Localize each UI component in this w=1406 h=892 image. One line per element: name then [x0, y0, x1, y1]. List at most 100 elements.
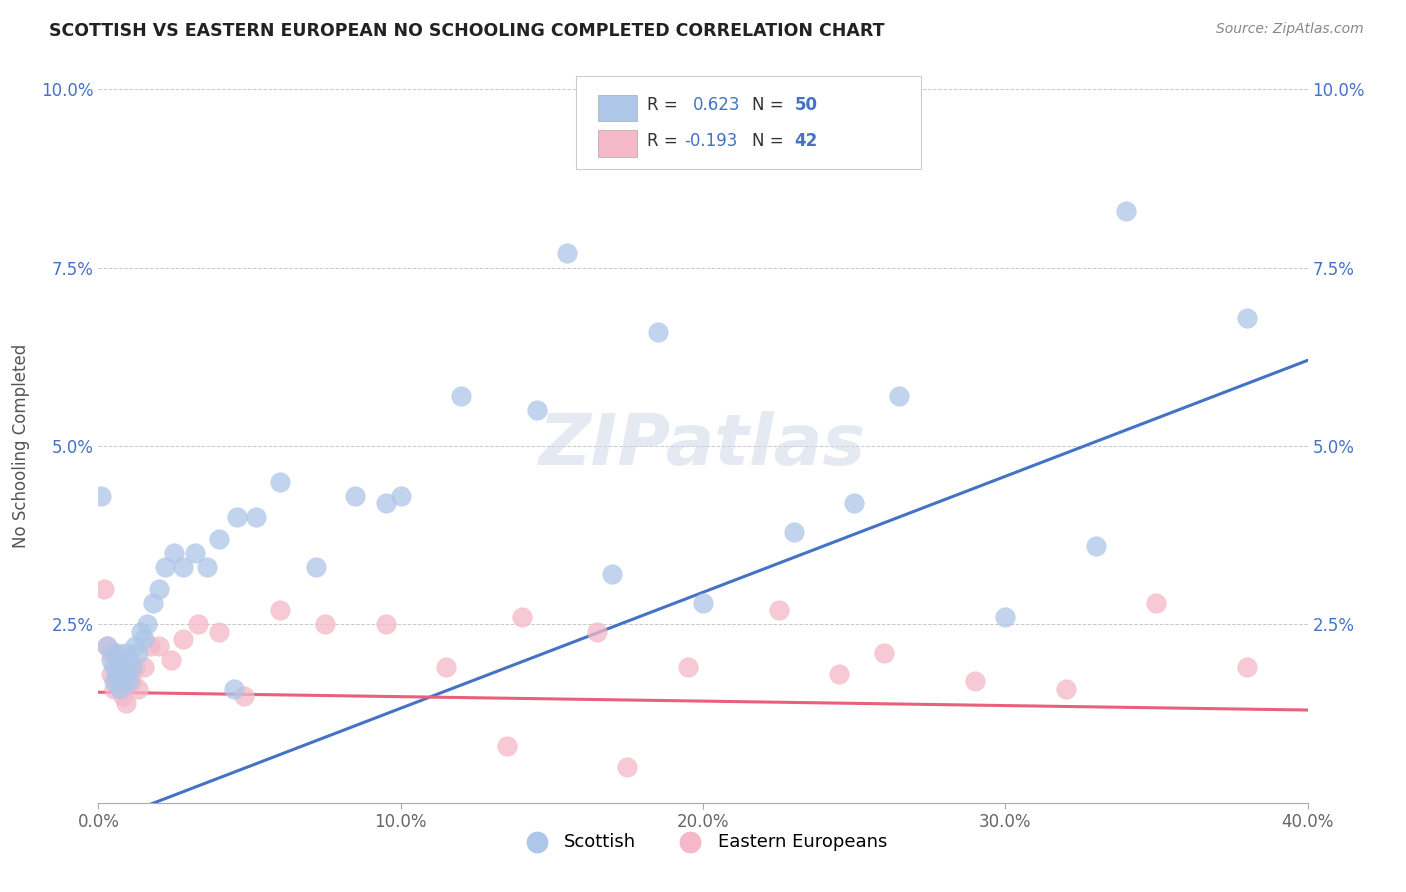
Point — [111, 660, 134, 674]
Point — [118, 667, 141, 681]
Point — [269, 475, 291, 489]
Point — [105, 674, 128, 689]
Point — [118, 653, 141, 667]
Text: 0.623: 0.623 — [693, 96, 741, 114]
Point — [889, 389, 911, 403]
Point — [269, 603, 291, 617]
Point — [616, 760, 638, 774]
Point — [103, 681, 125, 696]
Point — [245, 510, 267, 524]
Point — [114, 696, 136, 710]
Point — [121, 674, 143, 689]
Point — [111, 667, 134, 681]
Point — [100, 653, 122, 667]
Point — [495, 739, 517, 753]
Point — [105, 667, 128, 681]
Point — [965, 674, 987, 689]
Legend: Scottish, Eastern Europeans: Scottish, Eastern Europeans — [512, 826, 894, 858]
Text: N =: N = — [752, 132, 789, 150]
Point — [1054, 681, 1077, 696]
Point — [100, 667, 122, 681]
Point — [100, 646, 122, 660]
Text: N =: N = — [752, 96, 789, 114]
Point — [108, 660, 131, 674]
Point — [114, 674, 136, 689]
Point — [135, 617, 157, 632]
Point — [1115, 203, 1137, 218]
Point — [114, 646, 136, 660]
Point — [127, 681, 149, 696]
Point — [108, 653, 131, 667]
Text: SCOTTISH VS EASTERN EUROPEAN NO SCHOOLING COMPLETED CORRELATION CHART: SCOTTISH VS EASTERN EUROPEAN NO SCHOOLIN… — [49, 22, 884, 40]
Point — [208, 624, 231, 639]
Point — [676, 660, 699, 674]
Point — [103, 674, 125, 689]
Point — [314, 617, 336, 632]
Point — [114, 667, 136, 681]
Point — [1236, 660, 1258, 674]
Point — [389, 489, 412, 503]
Point — [124, 639, 146, 653]
Point — [224, 681, 246, 696]
Point — [160, 653, 183, 667]
Point — [127, 646, 149, 660]
Point — [844, 496, 866, 510]
Text: Source: ZipAtlas.com: Source: ZipAtlas.com — [1216, 22, 1364, 37]
Point — [132, 660, 155, 674]
Point — [602, 567, 624, 582]
Point — [434, 660, 457, 674]
Point — [187, 617, 209, 632]
Point — [555, 246, 578, 260]
Point — [1236, 310, 1258, 325]
Point — [105, 646, 128, 660]
Point — [153, 560, 176, 574]
Point — [873, 646, 896, 660]
Point — [148, 582, 170, 596]
Point — [118, 674, 141, 689]
Point — [172, 632, 194, 646]
Point — [994, 610, 1017, 624]
Point — [142, 596, 165, 610]
Point — [232, 689, 254, 703]
Y-axis label: No Schooling Completed: No Schooling Completed — [11, 344, 30, 548]
Point — [344, 489, 367, 503]
Point — [96, 639, 118, 653]
Point — [526, 403, 548, 417]
Point — [783, 524, 806, 539]
Text: ZIPatlas: ZIPatlas — [540, 411, 866, 481]
Point — [374, 617, 396, 632]
Point — [647, 325, 669, 339]
Point — [374, 496, 396, 510]
Point — [163, 546, 186, 560]
Text: 50: 50 — [794, 96, 817, 114]
Point — [103, 660, 125, 674]
Point — [96, 639, 118, 653]
Point — [195, 560, 218, 574]
Point — [132, 632, 155, 646]
Point — [828, 667, 851, 681]
Point — [692, 596, 714, 610]
Point — [108, 681, 131, 696]
Point — [111, 674, 134, 689]
Text: R =: R = — [647, 132, 683, 150]
Point — [1085, 539, 1108, 553]
Point — [208, 532, 231, 546]
Point — [124, 660, 146, 674]
Point — [103, 646, 125, 660]
Text: 42: 42 — [794, 132, 818, 150]
Point — [172, 560, 194, 574]
Point — [586, 624, 609, 639]
Point — [93, 582, 115, 596]
Point — [121, 660, 143, 674]
Point — [139, 639, 162, 653]
Point — [450, 389, 472, 403]
Text: R =: R = — [647, 96, 683, 114]
Point — [129, 624, 152, 639]
Point — [90, 489, 112, 503]
Point — [111, 689, 134, 703]
Point — [108, 681, 131, 696]
Text: -0.193: -0.193 — [685, 132, 738, 150]
Point — [184, 546, 207, 560]
Point — [148, 639, 170, 653]
Point — [305, 560, 328, 574]
